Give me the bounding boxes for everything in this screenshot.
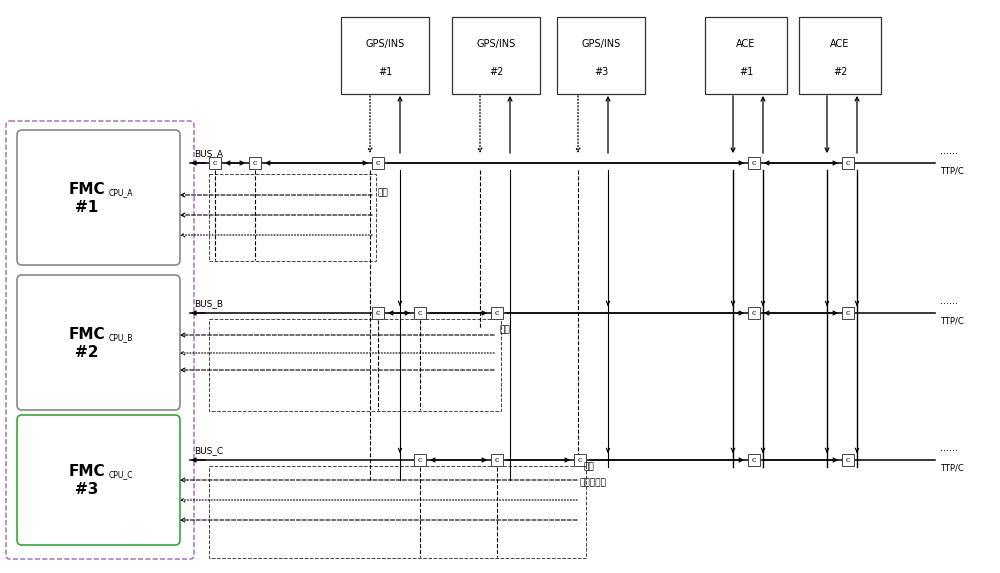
Text: TTP/C: TTP/C [940, 464, 964, 473]
Text: BUS_A: BUS_A [194, 149, 223, 158]
Text: c: c [846, 309, 850, 317]
Text: #3: #3 [75, 482, 98, 497]
Text: c: c [253, 159, 257, 167]
Text: c: c [213, 159, 217, 167]
Text: c: c [752, 159, 756, 167]
Text: #2: #2 [489, 67, 503, 77]
FancyBboxPatch shape [842, 454, 854, 466]
Text: CPU_B: CPU_B [108, 333, 133, 342]
FancyBboxPatch shape [414, 454, 426, 466]
FancyBboxPatch shape [574, 454, 586, 466]
FancyBboxPatch shape [491, 454, 503, 466]
Text: TTP/C: TTP/C [940, 316, 964, 325]
Text: FMC: FMC [68, 182, 105, 197]
Text: ......: ...... [940, 443, 958, 453]
Text: c: c [495, 456, 499, 464]
Text: c: c [376, 159, 380, 167]
Text: GPS/INS: GPS/INS [365, 39, 405, 49]
FancyBboxPatch shape [842, 157, 854, 169]
FancyBboxPatch shape [372, 157, 384, 169]
Text: 总线耦合器: 总线耦合器 [580, 478, 607, 487]
Text: #1: #1 [739, 67, 753, 77]
FancyBboxPatch shape [491, 307, 503, 319]
FancyBboxPatch shape [341, 17, 429, 94]
Text: ACE: ACE [830, 39, 850, 49]
Text: TTP/C: TTP/C [940, 167, 964, 175]
Text: c: c [376, 309, 380, 317]
FancyBboxPatch shape [209, 157, 221, 169]
FancyBboxPatch shape [17, 275, 180, 410]
Text: c: c [752, 456, 756, 464]
Text: ......: ...... [940, 296, 958, 306]
Text: #2: #2 [75, 345, 98, 360]
Text: 串口: 串口 [500, 325, 511, 335]
Text: 串口: 串口 [378, 189, 389, 198]
FancyBboxPatch shape [452, 17, 540, 94]
FancyBboxPatch shape [748, 157, 760, 169]
Text: c: c [846, 456, 850, 464]
Text: CPU_C: CPU_C [108, 470, 133, 480]
FancyBboxPatch shape [17, 130, 180, 265]
FancyBboxPatch shape [748, 307, 760, 319]
FancyBboxPatch shape [414, 307, 426, 319]
Text: c: c [846, 159, 850, 167]
Text: BUS_B: BUS_B [194, 299, 223, 308]
Text: c: c [752, 309, 756, 317]
Text: GPS/INS: GPS/INS [476, 39, 516, 49]
FancyBboxPatch shape [557, 17, 645, 94]
Text: #2: #2 [833, 67, 847, 77]
FancyBboxPatch shape [17, 415, 180, 545]
Text: ......: ...... [940, 146, 958, 156]
FancyBboxPatch shape [705, 17, 787, 94]
Text: BUS_C: BUS_C [194, 446, 223, 455]
FancyBboxPatch shape [799, 17, 881, 94]
Text: 串口: 串口 [583, 462, 594, 472]
Text: FMC: FMC [68, 465, 105, 480]
Text: GPS/INS: GPS/INS [581, 39, 621, 49]
FancyBboxPatch shape [372, 307, 384, 319]
Text: c: c [418, 309, 422, 317]
Text: c: c [578, 456, 582, 464]
FancyBboxPatch shape [249, 157, 261, 169]
FancyBboxPatch shape [748, 454, 760, 466]
Text: CPU_A: CPU_A [108, 188, 133, 197]
Text: ACE: ACE [736, 39, 756, 49]
Text: #3: #3 [594, 67, 608, 77]
Text: FMC: FMC [68, 327, 105, 342]
Text: c: c [418, 456, 422, 464]
Text: #1: #1 [378, 67, 392, 77]
Text: #1: #1 [75, 200, 98, 215]
Text: c: c [495, 309, 499, 317]
FancyBboxPatch shape [842, 307, 854, 319]
